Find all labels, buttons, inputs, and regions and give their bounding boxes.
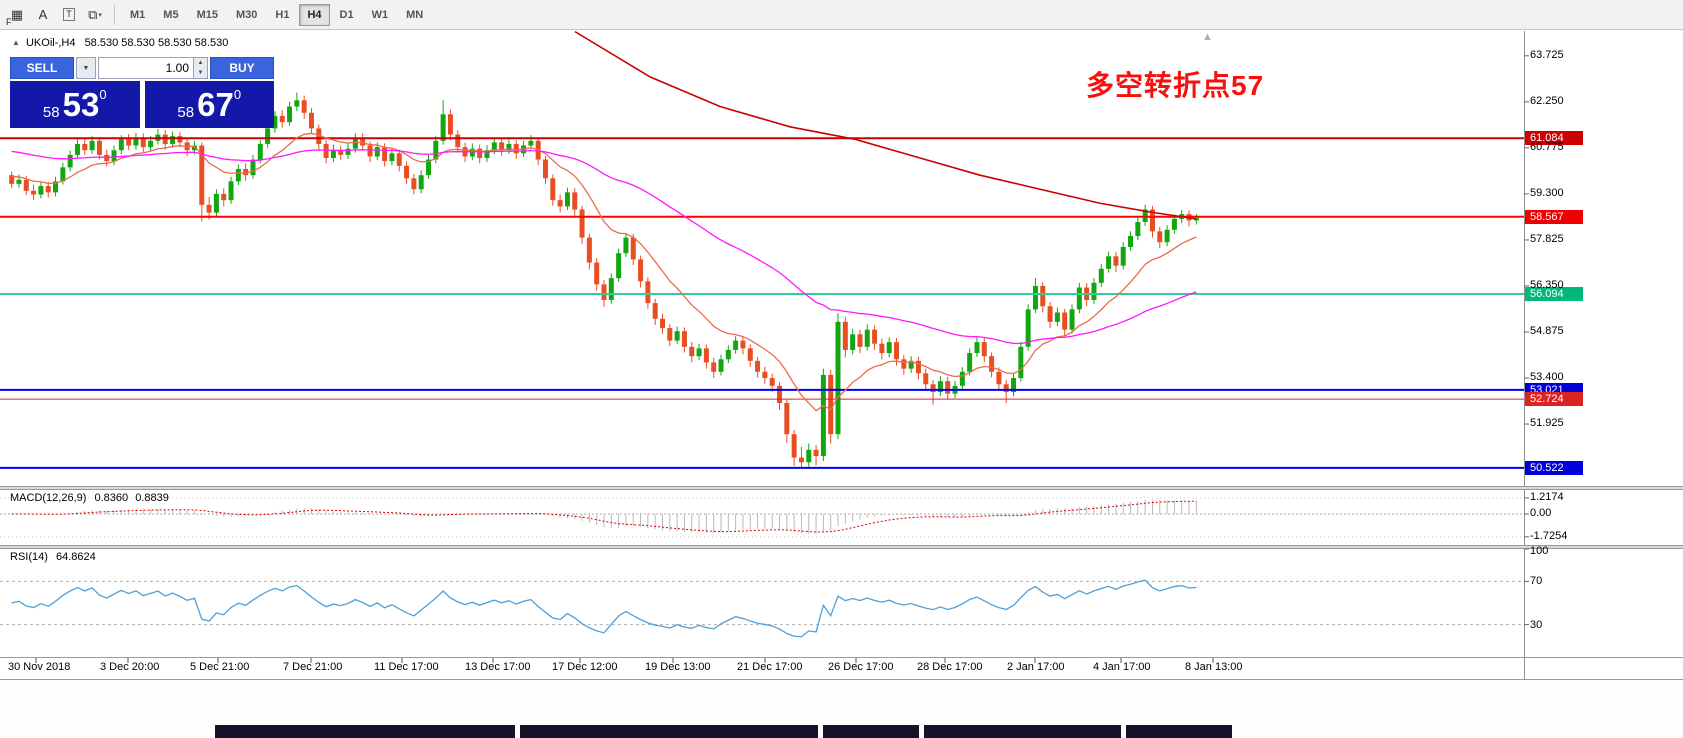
- timeframe-button-M30[interactable]: M30: [228, 4, 265, 26]
- time-axis-label: 30 Nov 2018: [8, 661, 71, 673]
- crosshair-grid-icon[interactable]: ▦: [10, 6, 24, 22]
- buy-pipette: 0: [233, 87, 242, 102]
- dropdown-caret-icon: ▾: [98, 11, 102, 19]
- buy-price-display[interactable]: 58 67 0: [144, 81, 274, 128]
- lot-spinner: ▲ ▼: [193, 58, 207, 78]
- y-axis-label: 56.350: [1530, 279, 1564, 291]
- moving-averages-layer: [11, 30, 1197, 412]
- time-axis-label: 26 Dec 17:00: [828, 661, 894, 673]
- time-axis-label: 21 Dec 17:00: [737, 661, 803, 673]
- price-tag-50.522: 50.522: [1525, 461, 1583, 475]
- time-axis-label: 2 Jan 17:00: [1007, 661, 1065, 673]
- rsi-scale-label: 70: [1530, 575, 1543, 587]
- y-axis-label: 60.775: [1530, 141, 1564, 153]
- price-tag-52.724: 52.724: [1525, 392, 1583, 406]
- lot-decrement-button[interactable]: ▼: [194, 68, 207, 78]
- timeframe-toolbar-group: M1 M5 M15 M30 H1 H4 D1 W1 MN: [121, 3, 432, 26]
- ohlc-values: 58.530 58.530 58.530 58.530: [84, 37, 229, 49]
- macd-scale-label: -1.7254: [1530, 530, 1568, 542]
- sell-pipette: 0: [99, 87, 107, 102]
- text-label-icon[interactable]: A: [38, 7, 48, 22]
- sell-price-display[interactable]: 58 53 0: [10, 81, 140, 128]
- macd-main-value: 0.8360: [94, 492, 129, 504]
- background-window-segment: [1126, 725, 1232, 738]
- time-axis-label: 11 Dec 17:00: [374, 661, 439, 673]
- macd-label: MACD(12,26,9) 0.8360 0.8839: [10, 492, 169, 504]
- price-tag-58.567: 58.567: [1525, 210, 1583, 224]
- macd-signal-line: [11, 500, 1197, 533]
- drawing-toolbar-group: ▦ A T ⧉ ▾: [4, 4, 108, 26]
- toolbar-f-label: F: [6, 17, 12, 27]
- y-axis-label: 57.825: [1530, 233, 1564, 245]
- time-axis-label: 17 Dec 12:00: [552, 661, 618, 673]
- candles-layer[interactable]: [9, 92, 1199, 468]
- lot-size-input[interactable]: [99, 58, 193, 78]
- time-axis-label: 4 Jan 17:00: [1093, 661, 1151, 673]
- toolbar: F ▦ A T ⧉ ▾ M1 M5 M15 M30 H1 H4 D1 W1 MN: [0, 0, 1683, 30]
- toolbar-separator: [114, 4, 115, 25]
- timeframe-button-D1[interactable]: D1: [332, 4, 362, 26]
- rsi-scale-label: 100: [1530, 545, 1549, 557]
- y-axis-label: 62.250: [1530, 95, 1564, 107]
- buy-button[interactable]: BUY: [210, 57, 274, 79]
- buy-big-figure: 58: [177, 104, 195, 121]
- sell-big-figure: 58: [42, 104, 60, 121]
- lot-field: ▲ ▼: [98, 57, 208, 79]
- text-box-icon[interactable]: T: [57, 4, 81, 26]
- y-axis-label: 51.925: [1530, 417, 1564, 429]
- background-window-segment: [215, 725, 515, 738]
- sell-button[interactable]: SELL: [10, 57, 74, 79]
- time-axis-label: 5 Dec 21:00: [190, 661, 250, 673]
- background-window-segment: [520, 725, 818, 738]
- macd-name: MACD(12,26,9): [10, 492, 87, 504]
- macd-signal-value: 0.8839: [135, 492, 169, 504]
- chart-title-marker-icon: ▲: [12, 38, 20, 47]
- drawing-tools-icon[interactable]: ⧉ ▾: [88, 6, 102, 22]
- y-axis-label: 63.725: [1530, 49, 1564, 61]
- rsi-label: RSI(14) 64.8624: [10, 551, 96, 563]
- y-axis-label: 59.300: [1530, 187, 1564, 199]
- macd-histogram-layer: [18, 499, 1197, 534]
- price-tag-61.084: 61.084: [1525, 131, 1583, 145]
- time-axis-label: 28 Dec 17:00: [917, 661, 983, 673]
- lot-increment-button[interactable]: ▲: [194, 58, 207, 68]
- annotation-text: 多空转折点57: [1086, 70, 1265, 101]
- chart-title: ▲ UKOil-,H4 58.530 58.530 58.530 58.530: [12, 37, 228, 49]
- timeframe-button-H1[interactable]: H1: [267, 4, 297, 26]
- y-axis-label: 53.400: [1530, 371, 1564, 383]
- rsi-scale-label: 30: [1530, 619, 1543, 631]
- timeframe-button-M5[interactable]: M5: [155, 4, 186, 26]
- time-axis-label: 8 Jan 13:00: [1185, 661, 1243, 673]
- macd-scale-label: 1.2174: [1530, 491, 1564, 503]
- bottom-strip: [0, 680, 1683, 738]
- horizontal-lines-layer: [0, 137, 1524, 469]
- timeframe-button-M1[interactable]: M1: [122, 4, 153, 26]
- rsi-name: RSI(14): [10, 551, 48, 563]
- timeframe-button-M15[interactable]: M15: [189, 4, 226, 26]
- macd-scale-label: 0.00: [1530, 507, 1552, 519]
- rsi-value: 64.8624: [55, 551, 96, 563]
- time-axis-label: 13 Dec 17:00: [465, 661, 531, 673]
- one-click-trading-panel: SELL ▼ ▲ ▼ BUY 58 53 0 58 67 0: [10, 57, 274, 128]
- price-tag-56.094: 56.094: [1525, 287, 1583, 301]
- time-axis-label: 19 Dec 13:00: [645, 661, 711, 673]
- symbol-period-label: UKOil-,H4: [25, 37, 76, 49]
- sell-pips: 53: [62, 86, 100, 123]
- chart-shift-marker-icon: ▲: [1202, 31, 1213, 43]
- timeframe-button-MN[interactable]: MN: [398, 4, 431, 26]
- buy-pips: 67: [197, 86, 234, 123]
- timeframe-button-W1[interactable]: W1: [364, 4, 397, 26]
- background-window-segment: [823, 725, 919, 738]
- lot-dropdown-button[interactable]: ▼: [76, 57, 96, 79]
- time-axis-label: 3 Dec 20:00: [100, 661, 160, 673]
- background-window-segment: [924, 725, 1121, 738]
- y-axis-label: 54.875: [1530, 325, 1564, 337]
- time-axis-label: 7 Dec 21:00: [283, 661, 343, 673]
- rsi-line: [11, 579, 1197, 638]
- timeframe-button-H4[interactable]: H4: [299, 3, 330, 26]
